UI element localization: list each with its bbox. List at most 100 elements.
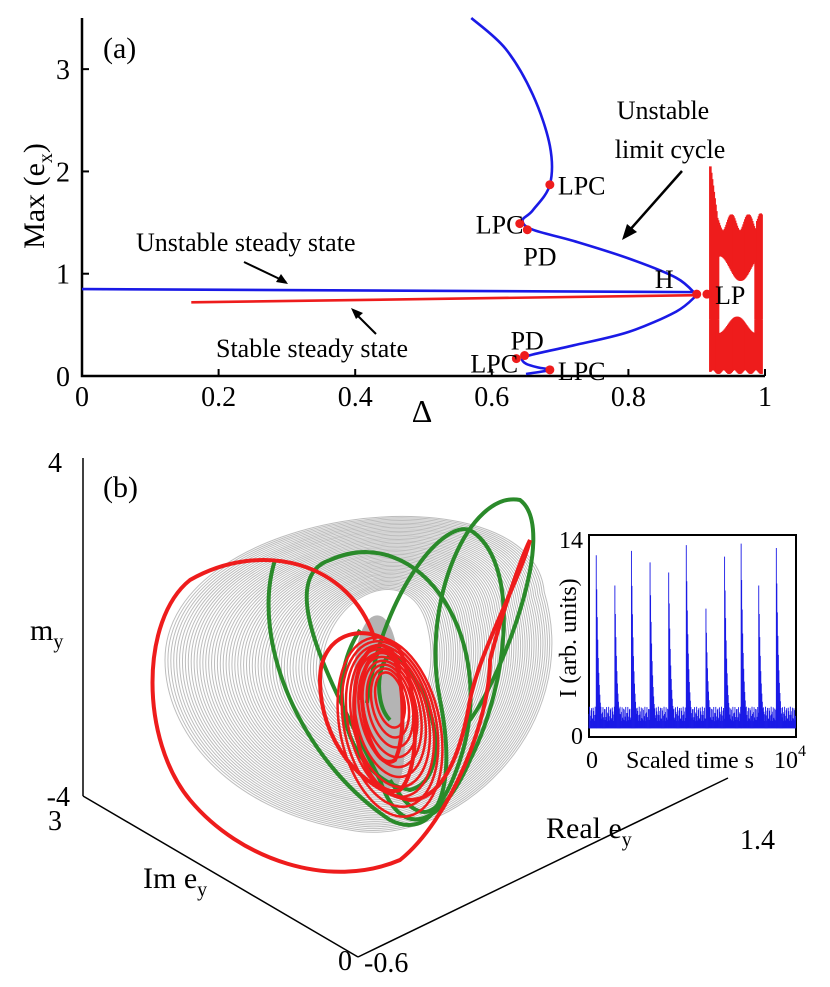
background-orbit [176, 521, 544, 826]
bifurcation-point [515, 219, 525, 229]
bifurcation-point-label: PD [523, 243, 556, 272]
red-orbit-spiral [365, 663, 415, 749]
inset-pulse-trace [588, 543, 796, 729]
z-tick-top: 4 [48, 448, 62, 479]
inset-xtick-left: 0 [586, 748, 598, 774]
panel-a-label: (a) [103, 32, 136, 65]
x-tick-label: 0.4 [338, 382, 373, 413]
panel-b: (b) 4 -4 3 0 -0.6 1.4 my Im ey Real ey 1… [30, 448, 806, 979]
red-orbit-spiral [361, 659, 419, 759]
x-tick-label: 0.2 [201, 382, 236, 413]
red-orbit [150, 539, 532, 874]
background-orbit [245, 553, 490, 783]
inset-frame [588, 534, 797, 738]
background-orbit [179, 522, 542, 824]
annotation-unstable-steady-state: Unstable steady state [136, 228, 356, 257]
bifurcation-point [692, 289, 702, 299]
arrowhead-icon [622, 224, 637, 240]
background-orbit [251, 556, 486, 779]
y-tick-label: 2 [56, 157, 70, 188]
red-orbit-segment [150, 539, 532, 874]
background-orbit [292, 575, 454, 754]
background-orbit [277, 568, 466, 763]
background-orbit [295, 576, 452, 752]
arrowhead-icon [351, 308, 363, 319]
background-orbit [269, 564, 472, 768]
background-orbit [289, 574, 457, 756]
chaotic-region [709, 166, 763, 374]
bifurcation-point [545, 365, 555, 375]
panel-a-ticks: 0 0.2 0.4 0.6 0.8 1 0 1 2 3 [56, 55, 772, 413]
background-orbit [170, 518, 548, 829]
background-orbit [286, 572, 459, 757]
panel-a: 0 0.2 0.4 0.6 0.8 1 0 1 2 3 (a) Δ Max (ex) LPC LPC… [18, 17, 772, 429]
arrowhead-icon [276, 274, 288, 284]
real-axis-label: Real ey [546, 812, 632, 851]
red-orbit-spiral [369, 667, 411, 739]
annotation-unstable-limit-cycle-line2: limit cycle [615, 135, 725, 164]
bifurcation-point-label: LPC [470, 350, 518, 379]
bifurcation-point-label: H [655, 265, 674, 294]
panel-a-axes [80, 18, 765, 378]
annotation-stable-steady-state: Stable steady state [216, 334, 408, 363]
real-tick-right: 1.4 [740, 825, 775, 856]
background-orbit [199, 532, 526, 811]
background-orbit [254, 558, 483, 777]
background-orbit [193, 529, 530, 815]
green-orbit-segment [266, 559, 449, 827]
background-orbit [211, 537, 517, 804]
bifurcation-point [511, 354, 521, 364]
series-line-3 [520, 294, 698, 376]
real-tick-left: -0.6 [364, 948, 408, 979]
inset-chart: 14 0 0 104 Scaled time s I (arb. units) [556, 528, 806, 774]
background-orbit [167, 517, 551, 831]
y-tick-label: 3 [56, 55, 70, 86]
y-tick-label: 1 [56, 260, 70, 291]
inset-ylabel: I (arb. units) [556, 578, 582, 697]
background-orbit [202, 533, 524, 810]
annotation-unstable-limit-cycle-line1: Unstable [617, 96, 709, 125]
red-orbit-spiral [357, 655, 423, 769]
im-axis-label: Im ey [143, 862, 207, 901]
x-tick-label: 0.8 [611, 382, 646, 413]
bifurcation-point-label: LPC [476, 211, 524, 240]
red-orbit-spiral [348, 647, 432, 789]
background-orbit [225, 544, 506, 795]
red-orbit-spiral [340, 640, 440, 808]
background-orbit [184, 525, 537, 820]
x-axis-label: Δ [412, 393, 433, 429]
real-axis-line [357, 777, 729, 958]
z-tick-bottom: -4 [47, 782, 70, 813]
green-orbit-segment [433, 497, 536, 722]
attractor-3d-plot [150, 497, 553, 874]
background-orbit [216, 540, 512, 801]
im-axis-line [82, 795, 359, 958]
im-tick-top: 3 [48, 806, 62, 837]
series-line-2 [470, 17, 698, 297]
background-orbit [164, 516, 553, 833]
background-orbit [208, 536, 519, 806]
bifurcation-point-label: PD [511, 327, 544, 356]
y-axis-label: Max (ex) [18, 143, 57, 249]
panel-b-label: (b) [103, 471, 138, 504]
inset-ytick-bottom: 0 [571, 724, 583, 750]
background-orbit [219, 541, 510, 799]
background-orbit [266, 563, 475, 770]
background-orbit [205, 534, 521, 808]
background-orbit [283, 571, 461, 759]
background-orbit [181, 524, 539, 822]
red-orbit-spiral [344, 643, 436, 799]
red-orbit-spiral [373, 671, 407, 729]
background-orbit [187, 526, 535, 819]
y-tick-label: 0 [56, 362, 70, 393]
red-orbit-segment [317, 539, 532, 803]
inset-ytick-top: 14 [559, 528, 583, 554]
bifurcation-point [702, 289, 712, 299]
arrow-unstable-limit-cycle [627, 170, 683, 233]
red-orbit-spiral [336, 636, 444, 818]
inset-xtick-right: 104 [774, 743, 806, 774]
bifurcation-point-label: LP [715, 281, 745, 310]
background-orbit [222, 543, 508, 797]
